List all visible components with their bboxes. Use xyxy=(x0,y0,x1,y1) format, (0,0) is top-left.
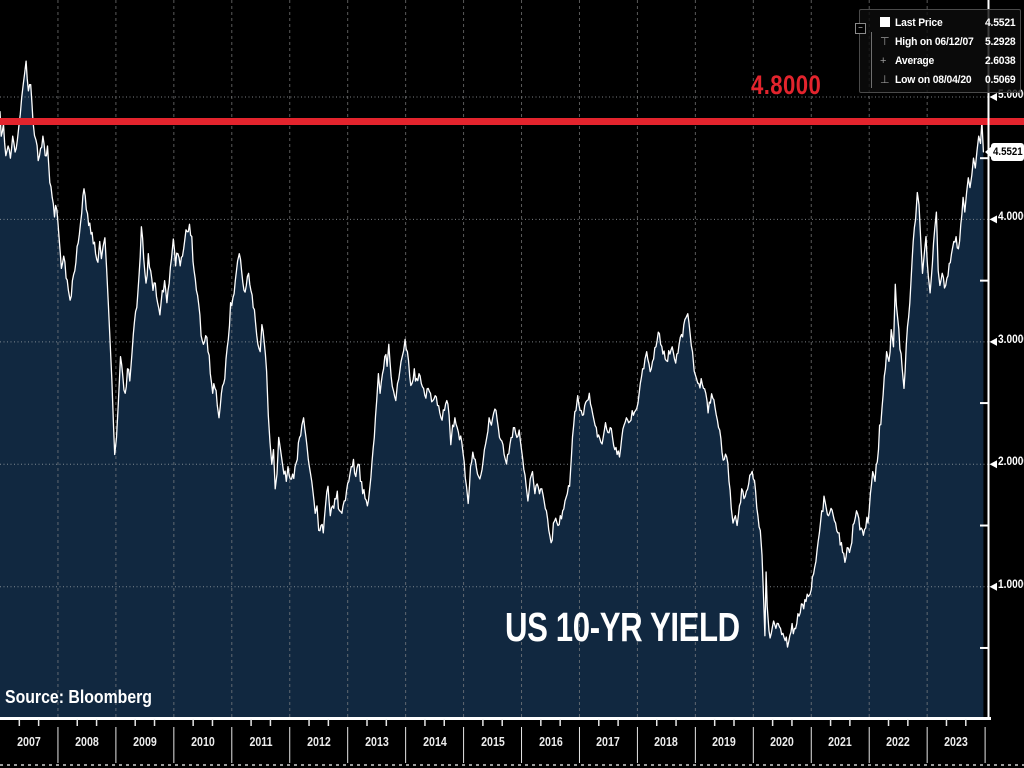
x-axis-tick-label: 2022 xyxy=(886,735,910,749)
y-axis-tick-label: 1.0000 xyxy=(998,578,1024,591)
last-price-tag: 4.5521 xyxy=(985,142,1024,161)
x-axis-tick-label: 2007 xyxy=(17,735,41,749)
last-price-swatch-icon xyxy=(880,15,895,30)
legend-value: 0.5069 xyxy=(984,73,1015,86)
y-axis-tick-arrow xyxy=(989,215,997,224)
legend-tree-connector xyxy=(871,32,872,88)
chart-title: US 10-YR YIELD xyxy=(505,604,740,650)
y-axis-tick-label: 4.0000 xyxy=(998,211,1024,224)
x-axis-tick-label: 2014 xyxy=(422,735,447,749)
legend-value: 2.6038 xyxy=(984,54,1015,67)
legend-collapse-icon[interactable]: − xyxy=(855,23,866,34)
legend-item-average[interactable]: Average 2.6038 xyxy=(880,51,1015,70)
series-area-fill xyxy=(0,61,984,719)
y-axis-tick-arrow xyxy=(989,337,997,346)
x-axis-tick-label: 2010 xyxy=(190,735,215,749)
x-axis-tick-label: 2020 xyxy=(770,735,795,749)
low-marker-icon xyxy=(880,73,895,86)
x-axis-tick-label: 2009 xyxy=(133,735,157,749)
x-axis-tick-label: 2023 xyxy=(944,735,968,749)
y-axis-tick-label: 2.0000 xyxy=(998,456,1024,469)
y-axis-tick-arrow xyxy=(989,460,997,469)
legend-value: 4.5521 xyxy=(984,16,1015,29)
x-axis-tick-label: 2013 xyxy=(364,735,389,749)
legend-label: Low on 08/04/20 xyxy=(895,73,972,86)
x-axis-tick-label: 2017 xyxy=(596,735,621,749)
x-axis-tick-label: 2008 xyxy=(75,735,99,749)
x-axis-tick-label: 2011 xyxy=(249,735,273,749)
legend-item-high[interactable]: High on 06/12/07 5.2928 xyxy=(880,32,1015,51)
y-axis-tick-arrow xyxy=(989,582,997,591)
legend-label: Last Price xyxy=(895,16,943,29)
x-axis-tick-label: 2019 xyxy=(712,735,737,749)
legend-item-low[interactable]: Low on 08/04/20 0.5069 xyxy=(880,70,1015,89)
legend-label: Average xyxy=(895,54,935,67)
threshold-level-label: 4.8000 xyxy=(751,70,822,100)
x-axis-tick-label: 2021 xyxy=(828,735,853,749)
x-axis-tick-label: 2018 xyxy=(654,735,679,749)
legend-panel: − Last Price 4.5521 High on 06/12/07 5.2… xyxy=(855,9,1021,93)
last-price-value: 4.5521 xyxy=(992,145,1023,158)
legend-item-last-price[interactable]: Last Price 4.5521 xyxy=(880,13,1015,32)
x-axis-tick-label: 2012 xyxy=(306,735,331,749)
x-axis-tick-label: 2016 xyxy=(538,735,563,749)
source-attribution: Source: Bloomberg xyxy=(5,687,152,707)
legend-value: 5.2928 xyxy=(984,35,1015,48)
high-marker-icon xyxy=(880,35,895,48)
x-axis-tick-label: 2015 xyxy=(480,735,505,749)
y-axis-tick-arrow xyxy=(989,92,997,101)
series-line xyxy=(0,60,985,648)
legend-label: High on 06/12/07 xyxy=(895,35,974,48)
average-marker-icon xyxy=(880,55,895,67)
y-axis-tick-label: 3.0000 xyxy=(998,333,1024,346)
